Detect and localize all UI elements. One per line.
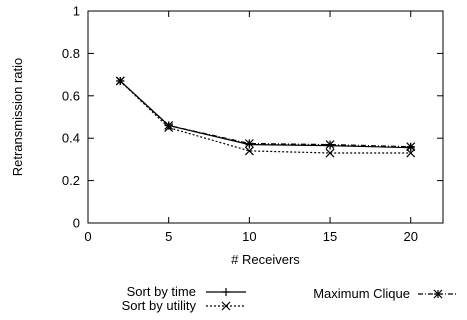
legend-label-0: Sort by time — [127, 284, 196, 299]
x-tick-label: 5 — [165, 229, 172, 244]
data-point — [164, 121, 174, 130]
x-tick-label: 15 — [323, 229, 337, 244]
data-point — [244, 146, 254, 156]
legend-marker-0 — [222, 288, 230, 296]
data-point — [325, 148, 335, 158]
data-point — [244, 139, 254, 148]
y-tick-label: 0.6 — [62, 88, 80, 103]
x-tick-label: 10 — [242, 229, 256, 244]
series-line-0 — [119, 80, 411, 149]
y-tick-label: 0 — [73, 216, 80, 231]
legend-label-2: Maximum Clique — [313, 286, 410, 301]
plot-frame — [87, 10, 444, 224]
data-point — [325, 140, 335, 149]
data-point — [325, 140, 335, 149]
data-point — [115, 76, 125, 86]
data-point — [406, 142, 416, 152]
legend-marker-2 — [433, 289, 443, 299]
y-axis-title: Retransmission ratio — [10, 58, 25, 177]
series-lines — [119, 80, 411, 154]
data-point — [115, 76, 125, 86]
series-line-1 — [119, 80, 411, 154]
data-point — [244, 139, 254, 148]
x-tick-label: 20 — [403, 229, 417, 244]
legend-label-1: Sort by utility — [122, 298, 197, 313]
legend-marker-1 — [221, 301, 231, 311]
legend-marker-1 — [221, 301, 231, 311]
data-point — [406, 148, 416, 158]
x-tick-label: 0 — [84, 229, 91, 244]
series-markers — [115, 76, 416, 158]
data-point — [406, 142, 416, 152]
data-point — [325, 148, 335, 158]
data-point — [164, 121, 174, 130]
data-point — [244, 146, 254, 156]
y-tick-label: 0.4 — [62, 131, 80, 146]
data-point — [406, 148, 416, 158]
y-tick-label: 1 — [73, 4, 80, 19]
axis-ticks: 00.20.40.60.810 5 10 15 20 — [62, 4, 443, 244]
y-tick-label: 0.2 — [62, 173, 80, 188]
series-line-2 — [119, 80, 411, 148]
y-tick-label: 0.8 — [62, 46, 80, 61]
legend-marker-2 — [433, 289, 443, 299]
x-axis-title: # Receivers — [231, 252, 300, 267]
